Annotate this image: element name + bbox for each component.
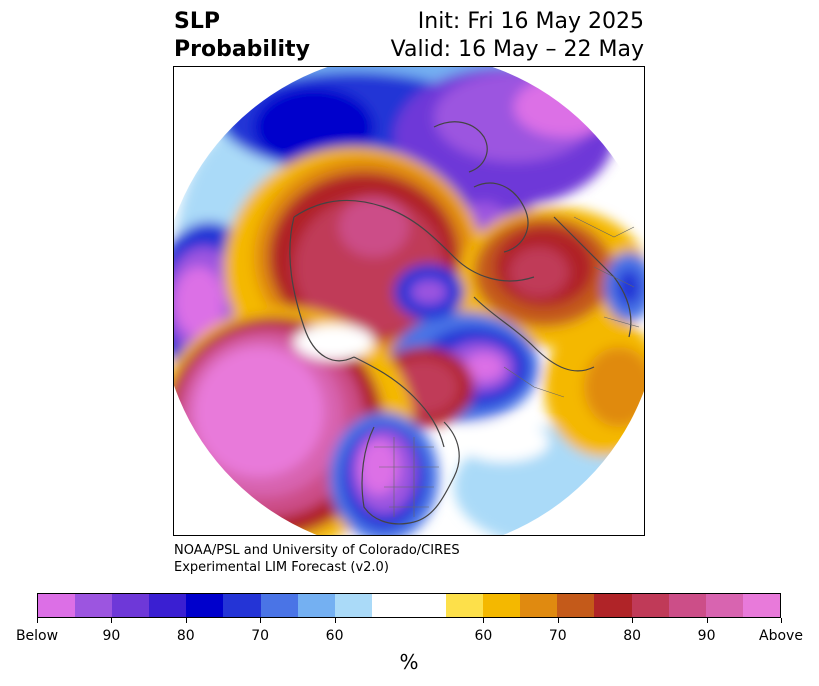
colorbar-segment-16 (631, 594, 669, 617)
colorbar-tick-label: 80 (623, 628, 642, 644)
title-variable: SLP (174, 9, 220, 34)
colorbar-segment-7 (297, 594, 335, 617)
map-title-right: Init: Fri 16 May 2025 Valid: 16 May – 22… (391, 8, 644, 64)
init-date: Init: Fri 16 May 2025 (417, 9, 644, 34)
colorbar-segment-3 (149, 594, 187, 617)
colorbar-segment-17 (668, 594, 706, 617)
colorbar-segment-6 (260, 594, 298, 617)
colorbar-unit: % (399, 650, 419, 674)
colorbar-segment-15 (594, 594, 632, 617)
colorbar-tick-mark (260, 618, 262, 623)
colorbar-segment-12 (483, 594, 521, 617)
colorbar-tick-label: 60 (325, 628, 344, 644)
colorbar-segment-13 (520, 594, 558, 617)
credit-line1: NOAA/PSL and University of Colorado/CIRE… (174, 543, 460, 558)
colorbar-tick-mark (557, 618, 559, 623)
colorbar-segment-4 (186, 594, 224, 617)
colorbar-segment-14 (557, 594, 595, 617)
colorbar-tick-mark (706, 618, 708, 623)
colorbar-segment-18 (705, 594, 743, 617)
colorbar-segment-1 (75, 594, 113, 617)
colorbar-segment-5 (223, 594, 261, 617)
colorbar-segment-10 (408, 594, 447, 617)
colorbar-tick-mark (483, 618, 485, 623)
colorbar-tick-label: 80 (176, 628, 195, 644)
colorbar-tick-mark (37, 618, 38, 623)
colorbar-segment-11 (446, 594, 484, 617)
colorbar-tick-label: 90 (102, 628, 121, 644)
colorbar-tick-label: 70 (251, 628, 270, 644)
colorbar-tick-label: 60 (474, 628, 493, 644)
probability-field (174, 67, 644, 535)
map-title-left: SLP Probability (174, 8, 310, 64)
title-product: Probability (174, 37, 310, 62)
colorbar-segment-2 (112, 594, 150, 617)
colorbar-tick-label: 90 (697, 628, 716, 644)
colorbar-tick-mark (185, 618, 187, 623)
colorbar-tick-label: Above (759, 628, 803, 644)
coastlines (289, 121, 632, 525)
colorbar-tick-mark (334, 618, 336, 623)
probability-colorbar (37, 593, 781, 618)
colorbar-tick-mark (111, 618, 113, 623)
borders (374, 216, 640, 517)
colorbar-tick-mark (632, 618, 634, 623)
probability-map-svg (174, 67, 644, 535)
map-credit: NOAA/PSL and University of Colorado/CIRE… (174, 542, 460, 576)
colorbar-segment-19 (742, 594, 780, 617)
colorbar-tick-label: Below (15, 628, 59, 644)
colorbar-tick-mark (781, 618, 782, 623)
colorbar-segment-9 (371, 594, 409, 617)
forecast-map (173, 66, 645, 536)
colorbar-tick-label: 70 (548, 628, 567, 644)
colorbar-segment-0 (38, 594, 76, 617)
credit-line2: Experimental LIM Forecast (v2.0) (174, 560, 389, 575)
colorbar-segment-8 (334, 594, 372, 617)
valid-range: Valid: 16 May – 22 May (390, 37, 644, 62)
